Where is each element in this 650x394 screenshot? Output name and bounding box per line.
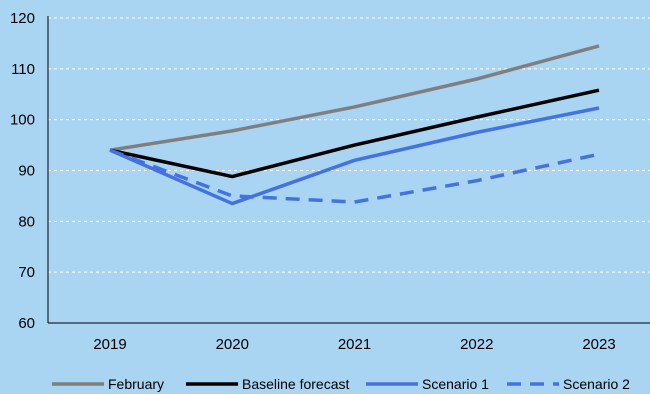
y-tick-label: 80 — [18, 213, 35, 230]
series-lines — [109, 44, 600, 206]
y-tick-label: 100 — [10, 112, 35, 129]
x-tick-label: 2022 — [460, 336, 493, 353]
legend-label: Scenario 2 — [563, 376, 630, 392]
series-line-scenario-2 — [109, 148, 600, 204]
legend-label: Baseline forecast — [242, 376, 350, 392]
legend-label: February — [108, 376, 164, 392]
x-axis: 2019 2020 2021 2022 2023 — [48, 322, 650, 353]
y-tick-label: 90 — [18, 163, 35, 180]
series-line-february — [109, 44, 600, 152]
x-tick-label: 2023 — [582, 336, 615, 353]
legend: February Baseline forecast Scenario 1 Scena… — [52, 376, 630, 392]
x-tick-label: 2020 — [216, 336, 249, 353]
y-tick-label: 110 — [11, 61, 35, 78]
y-tick-label: 60 — [18, 315, 35, 332]
x-tick-label: 2021 — [338, 336, 371, 353]
series-line-scenario-1 — [109, 106, 600, 206]
legend-label: Scenario 1 — [422, 376, 489, 392]
y-axis: 60 70 80 90 100 110 120 — [10, 10, 49, 332]
grid-lines — [48, 17, 650, 273]
y-tick-label: 120 — [10, 10, 35, 27]
series-line-baseline-forecast — [109, 88, 600, 179]
x-tick-label: 2019 — [93, 336, 126, 353]
y-tick-label: 70 — [18, 264, 35, 281]
